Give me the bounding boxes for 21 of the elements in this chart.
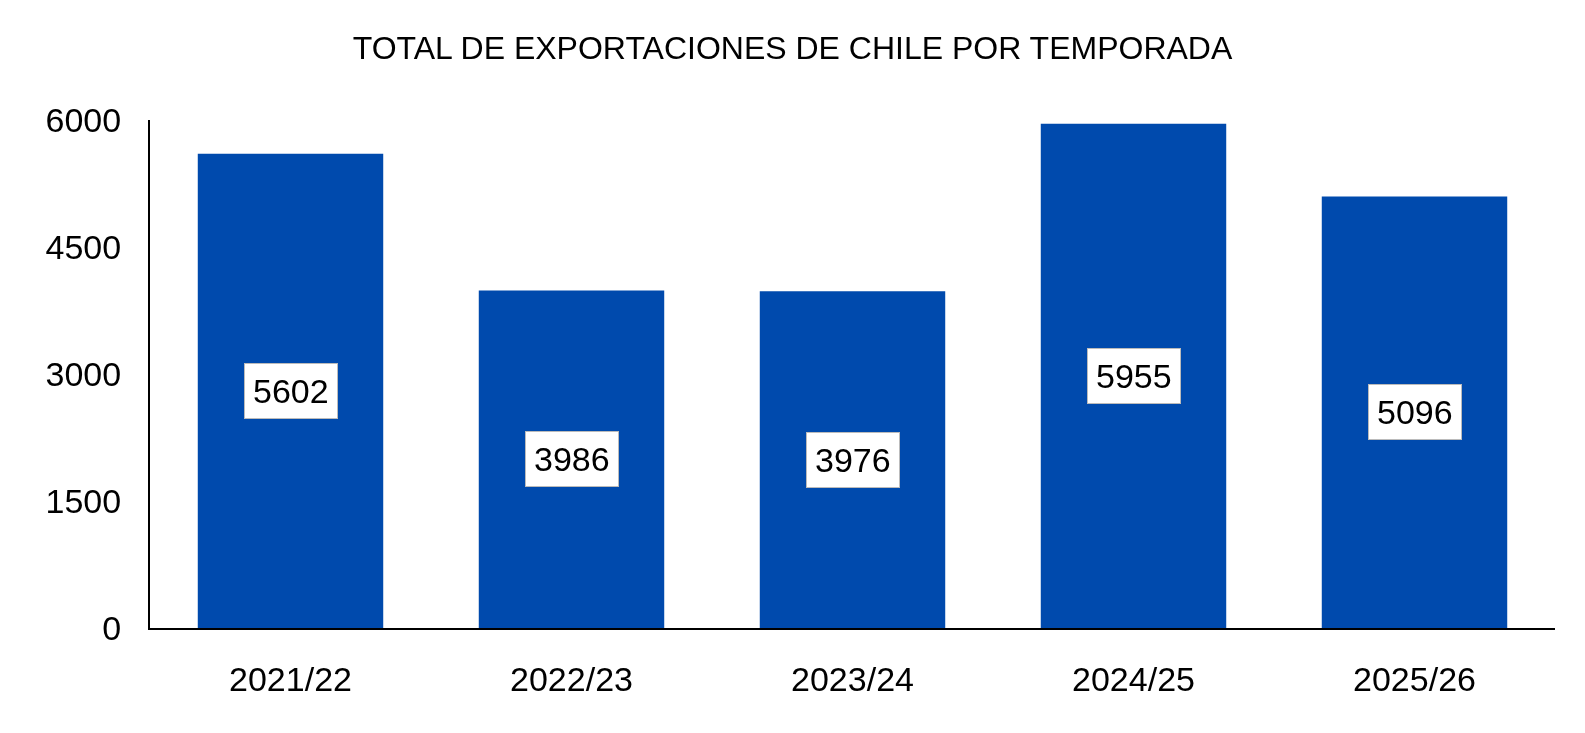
bar (1040, 123, 1227, 628)
data-label: 3986 (534, 440, 610, 478)
data-label: 5096 (1377, 393, 1453, 431)
y-tick-label: 6000 (45, 100, 122, 139)
x-tick-label: 2025/26 (1353, 659, 1476, 698)
y-tick-label: 4500 (45, 227, 122, 266)
data-label: 5602 (253, 372, 329, 410)
y-tick-label: 0 (102, 608, 122, 647)
x-tick-label: 2021/22 (229, 659, 352, 698)
x-tick-label: 2023/24 (791, 659, 914, 698)
y-tick-label: 1500 (45, 481, 122, 520)
chart-title: TOTAL DE EXPORTACIONES DE CHILE POR TEMPORADA (352, 30, 1233, 67)
data-label: 5955 (1096, 357, 1172, 395)
data-label: 3976 (815, 441, 891, 479)
y-tick-label: 3000 (45, 354, 122, 393)
x-tick-label: 2022/23 (510, 659, 633, 698)
x-tick-label: 2024/25 (1072, 659, 1195, 698)
bar (197, 153, 384, 628)
bar (759, 291, 946, 628)
bar (1321, 196, 1508, 628)
bar (478, 290, 665, 628)
